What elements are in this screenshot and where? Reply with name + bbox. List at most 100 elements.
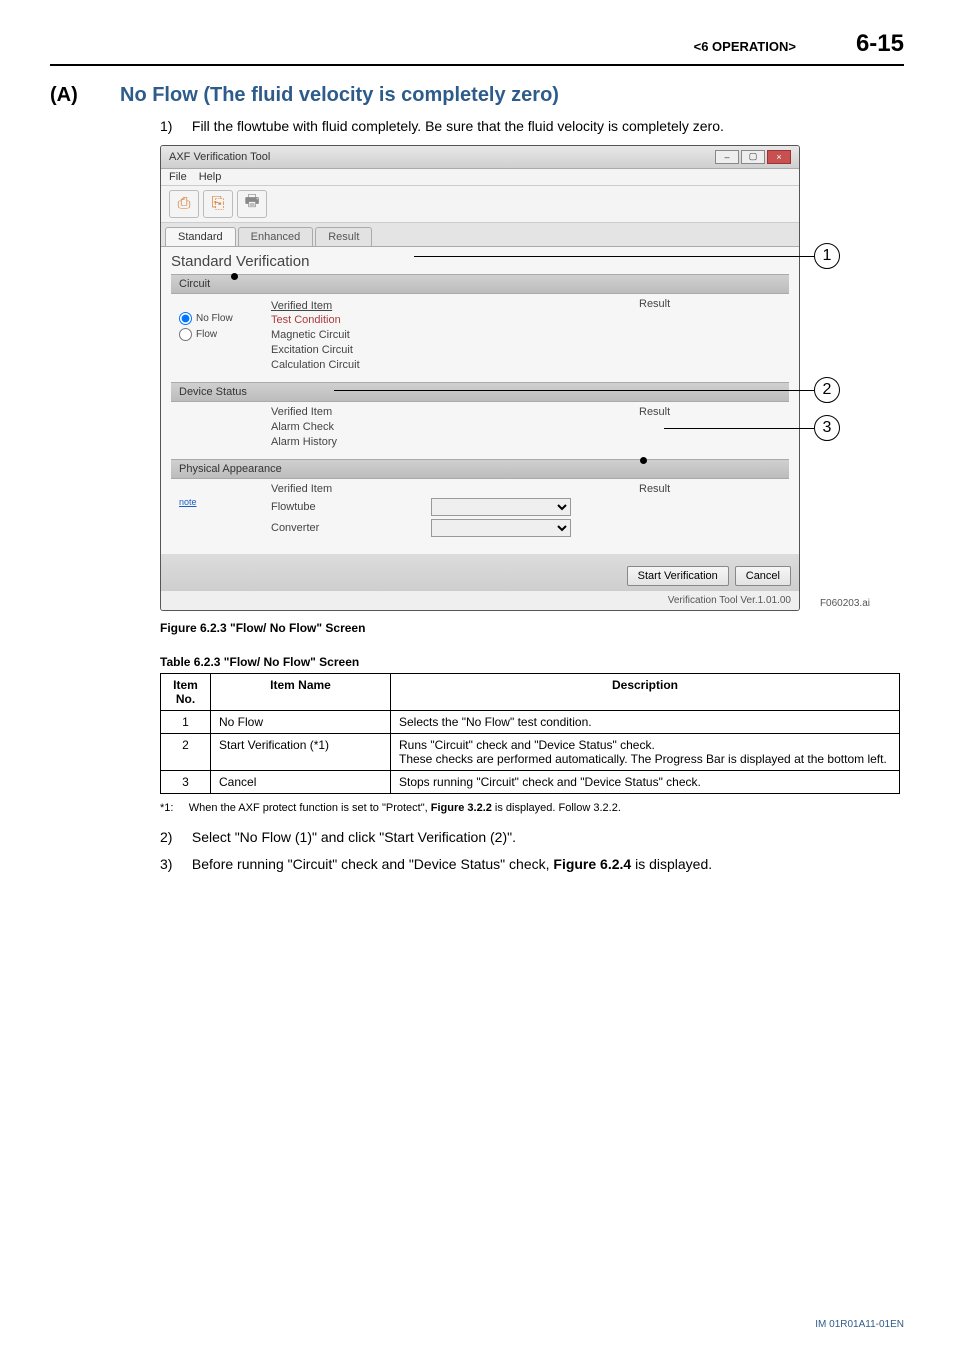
- td-desc: Stops running "Circuit" check and "Devic…: [391, 770, 900, 793]
- callout-line-2: [334, 390, 814, 391]
- device-status-header: Device Status: [171, 382, 789, 402]
- cancel-button[interactable]: Cancel: [735, 566, 791, 586]
- th-name: Item Name: [211, 673, 391, 710]
- callout-3: 3: [814, 415, 840, 441]
- ds-verified-item: Verified Item: [271, 406, 431, 418]
- row-calculation: Calculation Circuit: [271, 359, 431, 371]
- tab-result[interactable]: Result: [315, 227, 372, 246]
- th-no: Item No.: [161, 673, 211, 710]
- menubar: File Help: [161, 169, 799, 186]
- callout-dot-3: [640, 457, 647, 464]
- tab-enhanced[interactable]: Enhanced: [238, 227, 314, 246]
- td-name: Start Verification (*1): [211, 733, 391, 770]
- toolbar-icon-1[interactable]: ⎙: [169, 190, 199, 218]
- table-header-row: Item No. Item Name Description: [161, 673, 900, 710]
- footnote-bold: Figure 3.2.2: [431, 802, 492, 814]
- step-num: 1): [160, 117, 188, 137]
- statusbar: Verification Tool Ver.1.01.00: [161, 590, 799, 610]
- physical-header: Physical Appearance: [171, 459, 789, 479]
- footnote-text-before: When the AXF protect function is set to …: [189, 802, 431, 814]
- menu-file[interactable]: File: [169, 171, 187, 183]
- step-1: 1) Fill the flowtube with fluid complete…: [160, 117, 904, 137]
- callout-dot-1: [231, 273, 238, 280]
- footnote-label: *1:: [160, 802, 173, 814]
- radio-flow-label: Flow: [196, 329, 217, 340]
- minimize-button[interactable]: –: [715, 150, 739, 164]
- pa-flowtube: Flowtube: [271, 501, 431, 513]
- td-desc: Runs "Circuit" check and "Device Status"…: [391, 733, 900, 770]
- section-lead: (A): [50, 84, 120, 107]
- th-desc: Description: [391, 673, 900, 710]
- doc-table: Item No. Item Name Description 1 No Flow…: [160, 673, 900, 794]
- row-excitation: Excitation Circuit: [271, 344, 431, 356]
- table-row: 2 Start Verification (*1) Runs "Circuit"…: [161, 733, 900, 770]
- step-3: 3) Before running "Circuit" check and "D…: [160, 855, 904, 875]
- callout-line-1: [414, 256, 814, 257]
- tabs-row: Standard Enhanced Result: [161, 223, 799, 246]
- table-row: 1 No Flow Selects the "No Flow" test con…: [161, 710, 900, 733]
- section-heading: (A) No Flow (The fluid velocity is compl…: [50, 84, 904, 107]
- physical-body: note Verified Item Flowtube Converter Re…: [171, 479, 789, 544]
- step-2: 2) Select "No Flow (1)" and click "Start…: [160, 828, 904, 848]
- page-header: <6 OPERATION> 6-15: [50, 30, 904, 66]
- toolbar-icon-2[interactable]: ⎘: [203, 190, 233, 218]
- circuit-items: Verified Item Test Condition Magnetic Ci…: [271, 298, 639, 374]
- screenshot-wrapper: AXF Verification Tool – ▢ × File Help ⎙ …: [160, 145, 800, 611]
- bottom-buttons: Start Verification Cancel: [161, 554, 799, 590]
- menu-help[interactable]: Help: [199, 171, 222, 183]
- step-text: Fill the flowtube with fluid completely.…: [192, 118, 724, 134]
- step-num: 2): [160, 828, 188, 848]
- section-title: No Flow (The fluid velocity is completel…: [120, 84, 559, 107]
- circuit-radio-col: No Flow Flow: [171, 298, 271, 374]
- callout-line-3: [664, 428, 814, 429]
- toolbar: ⎙ ⎘ 🖶: [161, 186, 799, 223]
- td-desc: Selects the "No Flow" test condition.: [391, 710, 900, 733]
- device-status-items: Verified Item Alarm Check Alarm History: [271, 406, 639, 451]
- pa-verified-item: Verified Item: [271, 483, 431, 495]
- row-test-condition: Test Condition: [271, 314, 431, 326]
- page-number: 6-15: [856, 30, 904, 58]
- circuit-result-col: Result: [639, 298, 789, 374]
- td-no: 3: [161, 770, 211, 793]
- device-status-left: [171, 406, 271, 451]
- radio-flow[interactable]: Flow: [179, 328, 271, 341]
- physical-result: Result: [639, 483, 789, 540]
- table-row: 3 Cancel Stops running "Circuit" check a…: [161, 770, 900, 793]
- td-no: 1: [161, 710, 211, 733]
- step-num: 3): [160, 855, 188, 875]
- radio-no-flow-input[interactable]: [179, 312, 192, 325]
- radio-flow-input[interactable]: [179, 328, 192, 341]
- figure-caption: Figure 6.2.3 "Flow/ No Flow" Screen: [160, 621, 904, 635]
- select-converter[interactable]: [431, 519, 571, 537]
- result-hdr: Result: [639, 298, 670, 310]
- close-button[interactable]: ×: [767, 150, 791, 164]
- physical-items: Verified Item Flowtube Converter: [271, 483, 639, 540]
- row-magnetic: Magnetic Circuit: [271, 329, 431, 341]
- select-flowtube[interactable]: [431, 498, 571, 516]
- window-controls: – ▢ ×: [715, 150, 791, 164]
- pa-result-hdr: Result: [639, 483, 670, 495]
- circuit-header: Circuit: [171, 274, 789, 294]
- version-label: Verification Tool Ver.1.01.00: [668, 595, 791, 606]
- chapter-label: <6 OPERATION>: [694, 39, 796, 54]
- start-verification-button[interactable]: Start Verification: [627, 566, 729, 586]
- tab-standard[interactable]: Standard: [165, 227, 236, 246]
- maximize-button[interactable]: ▢: [741, 150, 765, 164]
- step-text-after: is displayed.: [631, 856, 712, 872]
- toolbar-icon-3[interactable]: 🖶: [237, 190, 267, 218]
- pane-standard: Standard Verification Circuit No Flow Fl…: [161, 246, 799, 554]
- td-no: 2: [161, 733, 211, 770]
- window-title: AXF Verification Tool: [169, 151, 270, 163]
- verified-item-hdr: Verified Item: [271, 300, 431, 312]
- radio-no-flow[interactable]: No Flow: [179, 312, 271, 325]
- footnote: *1: When the AXF protect function is set…: [160, 802, 904, 814]
- td-name: Cancel: [211, 770, 391, 793]
- radio-no-flow-label: No Flow: [196, 313, 233, 324]
- ds-alarm-check: Alarm Check: [271, 421, 431, 433]
- physical-left: note: [171, 483, 271, 540]
- note-link[interactable]: note: [179, 497, 197, 507]
- ds-result-hdr: Result: [639, 406, 670, 418]
- step-text-before: Before running "Circuit" check and "Devi…: [192, 856, 554, 872]
- footer-doc-id: IM 01R01A11-01EN: [815, 1319, 904, 1330]
- table-caption: Table 6.2.3 "Flow/ No Flow" Screen: [160, 655, 904, 669]
